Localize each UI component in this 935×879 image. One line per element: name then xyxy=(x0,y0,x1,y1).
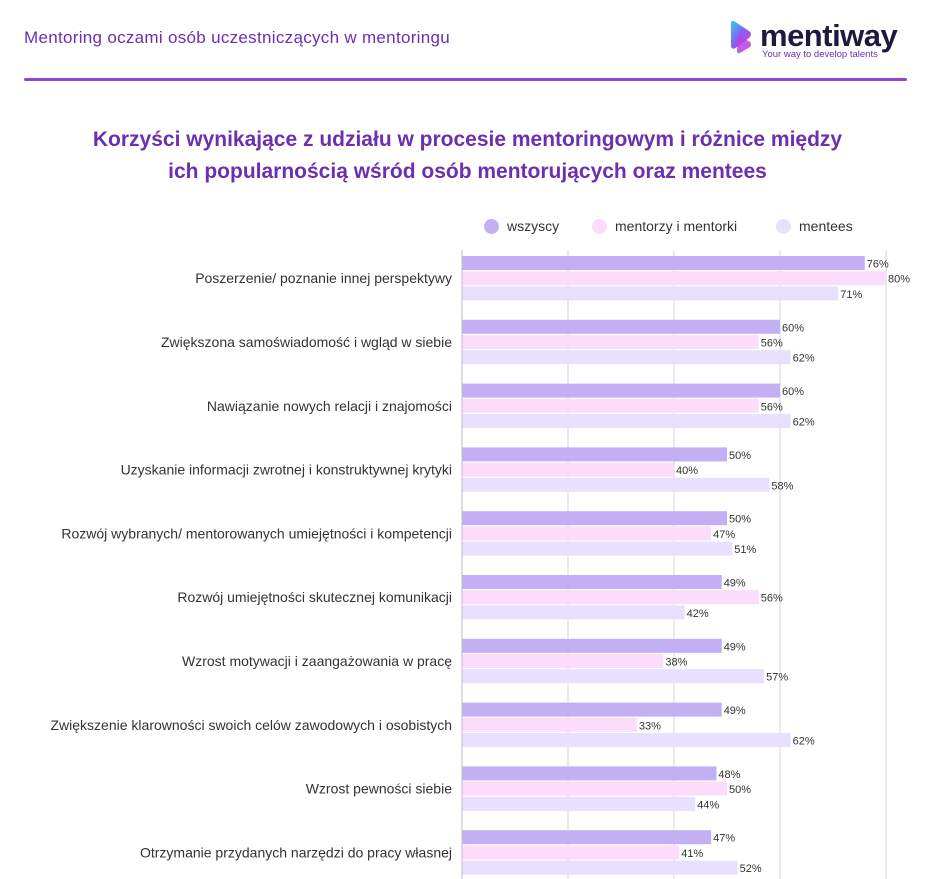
bar xyxy=(462,796,696,811)
bar xyxy=(462,511,727,526)
data-label: 56% xyxy=(761,593,783,605)
bar xyxy=(462,766,717,781)
mentiway-logo-icon xyxy=(731,20,751,54)
data-label: 33% xyxy=(639,720,661,732)
bar xyxy=(462,319,780,334)
category-label: Uzyskanie informacji zwrotnej i konstruk… xyxy=(121,462,452,478)
data-label: 57% xyxy=(766,672,788,684)
bar xyxy=(462,590,759,605)
bar xyxy=(462,256,865,270)
bar xyxy=(462,383,780,398)
data-label: 60% xyxy=(782,386,804,398)
data-label: 42% xyxy=(687,608,709,620)
data-label: 60% xyxy=(782,322,804,334)
category-label: Zwiększenie klarowności swoich celów zaw… xyxy=(51,717,453,733)
category-label: Zwiększona samoświadomość i wgląd w sieb… xyxy=(161,334,452,350)
chart-legend: wszyscy mentorzy i mentorki mentees xyxy=(0,217,935,237)
data-label: 71% xyxy=(840,289,862,301)
logo-tagline: Your way to develop talents xyxy=(762,49,878,60)
bar xyxy=(462,669,765,684)
bar xyxy=(462,702,722,717)
bar xyxy=(462,638,722,653)
data-label: 52% xyxy=(740,863,762,875)
legend-label-mentorzy: mentorzy i mentorki xyxy=(615,218,738,234)
data-label: 47% xyxy=(713,529,735,541)
data-label: 62% xyxy=(793,353,815,365)
bar xyxy=(462,462,674,477)
data-label: 50% xyxy=(729,514,751,526)
data-label: 40% xyxy=(676,465,698,477)
bar xyxy=(462,335,759,349)
bar xyxy=(462,350,791,365)
data-label: 49% xyxy=(724,705,746,717)
category-label: Rozwój wybranych/ mentorowanych umiejętn… xyxy=(61,525,452,541)
bar xyxy=(462,541,733,556)
category-label: Poszerzenie/ poznanie innej perspektywy xyxy=(195,270,452,286)
data-label: 38% xyxy=(665,657,687,669)
data-label: 49% xyxy=(724,578,746,590)
bar xyxy=(462,271,886,286)
legend-label-wszyscy: wszyscy xyxy=(507,218,560,234)
chart-title: Korzyści wynikające z udziału w procesie… xyxy=(0,124,935,188)
bar xyxy=(462,654,664,668)
data-label: 76% xyxy=(867,259,889,271)
bar xyxy=(462,781,727,796)
legend-swatch-mentees xyxy=(776,219,791,234)
data-label: 51% xyxy=(734,544,756,556)
bar xyxy=(462,605,685,620)
category-label: Wzrost pewności siebie xyxy=(306,781,452,797)
data-label: 47% xyxy=(713,833,735,845)
data-label: 44% xyxy=(697,799,719,811)
logo-wordmark: mentiway xyxy=(760,18,898,53)
category-label: Wzrost motywacji i zaangażowania w pracę xyxy=(182,653,452,669)
data-label: 62% xyxy=(793,736,815,748)
category-label: Otrzymanie przydanych narzędzi do pracy … xyxy=(140,844,452,860)
legend-swatch-wszyscy xyxy=(484,219,499,234)
data-label: 41% xyxy=(681,848,703,860)
bar xyxy=(462,477,770,492)
bar xyxy=(462,845,680,860)
category-label: Rozwój umiejętności skutecznej komunikac… xyxy=(177,589,452,605)
bar xyxy=(462,717,637,732)
legend-label-mentees: mentees xyxy=(799,218,853,234)
data-label: 58% xyxy=(771,480,793,492)
data-label: 49% xyxy=(724,641,746,653)
legend-swatch-mentorzy xyxy=(592,219,607,234)
bar xyxy=(462,286,839,301)
data-label: 48% xyxy=(718,769,740,781)
bar xyxy=(462,575,722,589)
data-label: 80% xyxy=(888,274,910,286)
bar xyxy=(462,447,727,462)
chart-title-line-2: ich popularnością wśród osób mentorujący… xyxy=(168,160,767,183)
chart-title-line-1: Korzyści wynikające z udziału w procesie… xyxy=(92,128,843,151)
bar xyxy=(462,526,712,541)
data-label: 56% xyxy=(761,338,783,350)
bar xyxy=(462,414,791,428)
bar xyxy=(462,733,791,747)
page-header-title: Mentoring oczami osób uczestniczących w … xyxy=(24,28,451,47)
data-label: 56% xyxy=(761,401,783,413)
bar xyxy=(462,860,738,875)
data-label: 50% xyxy=(729,784,751,796)
bar xyxy=(462,830,712,845)
header-divider xyxy=(24,78,907,81)
mentiway-logo: mentiway Your way to develop talents xyxy=(728,18,908,64)
bar xyxy=(462,398,759,413)
category-label: Nawiązanie nowych relacji i znajomości xyxy=(207,398,452,414)
data-label: 50% xyxy=(729,450,751,462)
data-label: 62% xyxy=(793,417,815,429)
